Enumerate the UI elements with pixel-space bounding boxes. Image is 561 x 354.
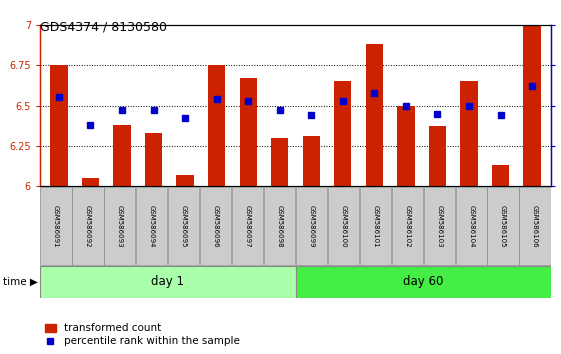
- Bar: [302, 136, 320, 186]
- Text: GSM586096: GSM586096: [213, 205, 219, 247]
- Bar: [200, 187, 231, 265]
- Bar: [271, 138, 288, 186]
- Bar: [72, 187, 104, 265]
- Bar: [523, 25, 541, 186]
- Bar: [429, 126, 446, 186]
- Bar: [366, 44, 383, 186]
- Bar: [40, 187, 72, 265]
- Bar: [296, 187, 327, 265]
- Bar: [488, 187, 519, 265]
- Text: GDS4374 / 8130580: GDS4374 / 8130580: [40, 20, 167, 33]
- Bar: [461, 81, 477, 186]
- Bar: [296, 266, 551, 298]
- Text: GSM586101: GSM586101: [373, 205, 378, 247]
- Text: GSM586099: GSM586099: [309, 205, 315, 247]
- Text: GSM586093: GSM586093: [117, 205, 123, 247]
- Text: GSM586098: GSM586098: [277, 205, 283, 247]
- Text: time ▶: time ▶: [3, 277, 38, 287]
- Text: day 1: day 1: [151, 275, 184, 289]
- Bar: [240, 78, 257, 186]
- Bar: [136, 187, 167, 265]
- Bar: [50, 65, 67, 186]
- Bar: [334, 81, 352, 186]
- Text: GSM586102: GSM586102: [404, 205, 410, 247]
- Text: GSM586092: GSM586092: [85, 205, 91, 247]
- Text: GSM586104: GSM586104: [468, 205, 474, 247]
- Text: GSM586103: GSM586103: [436, 205, 442, 247]
- Text: GSM586091: GSM586091: [53, 205, 59, 247]
- Text: GSM586095: GSM586095: [181, 205, 187, 247]
- Bar: [264, 187, 295, 265]
- Bar: [82, 178, 99, 186]
- Text: GSM586097: GSM586097: [245, 205, 251, 247]
- Bar: [392, 187, 423, 265]
- Bar: [104, 187, 136, 265]
- Bar: [397, 105, 415, 186]
- Bar: [40, 266, 296, 298]
- Bar: [145, 133, 162, 186]
- Text: GSM586105: GSM586105: [500, 205, 506, 247]
- Bar: [168, 187, 199, 265]
- Bar: [424, 187, 455, 265]
- Bar: [113, 125, 131, 186]
- Bar: [232, 187, 263, 265]
- Legend: transformed count, percentile rank within the sample: transformed count, percentile rank withi…: [45, 323, 240, 346]
- Bar: [360, 187, 391, 265]
- Text: day 60: day 60: [403, 275, 443, 289]
- Text: GSM586106: GSM586106: [532, 205, 538, 247]
- Bar: [519, 187, 551, 265]
- Text: GSM586100: GSM586100: [341, 205, 346, 247]
- Bar: [328, 187, 359, 265]
- Bar: [176, 175, 194, 186]
- Text: GSM586094: GSM586094: [149, 205, 155, 247]
- Bar: [208, 65, 226, 186]
- Bar: [492, 165, 509, 186]
- Bar: [456, 187, 487, 265]
